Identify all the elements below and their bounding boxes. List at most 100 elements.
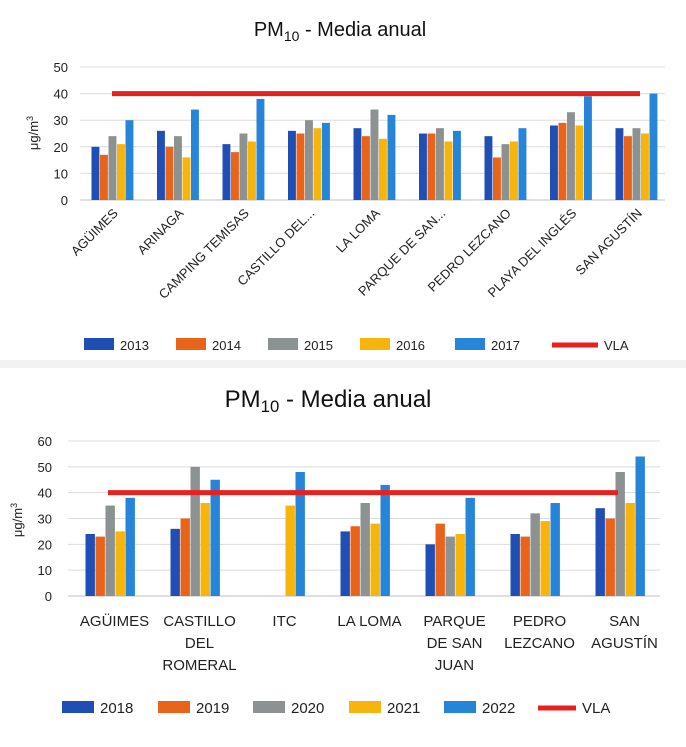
bar-2014-0 xyxy=(100,154,108,200)
bar-2020-5 xyxy=(530,513,540,596)
bar-2014-7 xyxy=(558,122,567,200)
bar-2018-0 xyxy=(85,534,95,596)
category-label-line: SAN xyxy=(609,613,640,630)
category-label: AGÜIMES xyxy=(80,612,149,630)
y-tick-label: 20 xyxy=(54,140,68,155)
bar-2022-5 xyxy=(550,503,560,596)
bar-2016-5 xyxy=(444,141,453,200)
y-axis-label: μg/m3 xyxy=(25,116,41,150)
bar-2020-1 xyxy=(190,466,200,596)
bar-2014-1 xyxy=(165,146,174,200)
bar-2017-5 xyxy=(453,130,461,200)
bar-2013-7 xyxy=(550,125,558,200)
bar-2018-6 xyxy=(595,508,605,596)
bar-2019-5 xyxy=(520,536,530,596)
y-tick-label: 10 xyxy=(38,563,52,578)
bar-2019-1 xyxy=(180,518,190,596)
y-tick-label: 30 xyxy=(54,113,68,128)
bar-2019-3 xyxy=(350,526,360,596)
legend-swatch-2020 xyxy=(253,701,285,713)
bar-2016-0 xyxy=(117,144,125,200)
y-tick-label: 40 xyxy=(54,87,68,102)
bar-2015-6 xyxy=(501,144,510,200)
category-label-line: AGÜIMES xyxy=(80,612,149,630)
legend-label: VLA xyxy=(582,700,610,717)
bar-2019-0 xyxy=(95,536,105,596)
bar-2013-2 xyxy=(222,144,231,200)
bar-2020-6 xyxy=(615,472,625,596)
legend-swatch-2019 xyxy=(158,701,190,713)
category-label: LA LOMA xyxy=(337,613,401,630)
category-label: CASTILLO DEL ROMERAL xyxy=(162,613,236,674)
bar-2014-5 xyxy=(427,133,436,200)
bar-2022-3 xyxy=(380,484,390,596)
legend-swatch-2014 xyxy=(176,338,206,350)
bar-2017-0 xyxy=(125,120,134,200)
bar-2013-3 xyxy=(288,130,296,200)
bar-2022-4 xyxy=(465,497,475,596)
bar-2021-6 xyxy=(625,503,635,596)
bar-2015-3 xyxy=(305,120,313,200)
category-label-line: AGUSTÍN xyxy=(591,635,658,652)
chart-title-sub: 10 xyxy=(261,397,280,416)
bar-2016-3 xyxy=(313,128,322,200)
bar-2015-2 xyxy=(239,133,248,200)
bar-2021-3 xyxy=(370,523,380,596)
chart-title-sub: 10 xyxy=(284,28,300,44)
bar-2018-4 xyxy=(425,544,435,596)
legend-swatch-2021 xyxy=(349,701,381,713)
y-tick-label: 50 xyxy=(38,460,52,475)
legend-swatch-2022 xyxy=(444,701,476,713)
bar-2014-8 xyxy=(624,136,632,200)
chart-title-main: PM xyxy=(254,19,284,41)
bar-2018-5 xyxy=(510,534,520,596)
legend-label: 2021 xyxy=(387,700,420,717)
y-axis-label-sup: 3 xyxy=(25,116,35,121)
y-tick-label: 30 xyxy=(38,512,52,527)
category-label: PEDRO LEZCANO xyxy=(504,613,575,652)
category-label-line: PEDRO xyxy=(513,613,566,630)
bar-2018-1 xyxy=(170,528,180,596)
legend-swatch-2016 xyxy=(360,338,390,350)
category-label: PARQUE DE SAN JUAN xyxy=(423,613,485,674)
y-axis-label-main: μg/m xyxy=(10,508,25,537)
bar-2013-6 xyxy=(484,136,493,200)
legend-label: 2019 xyxy=(196,700,229,717)
bar-2014-3 xyxy=(296,133,305,200)
bar-2021-2 xyxy=(285,505,295,596)
bar-2021-5 xyxy=(540,521,550,596)
y-tick-label: 0 xyxy=(61,193,68,208)
category-label-line: LEZCANO xyxy=(504,635,575,652)
bar-2015-7 xyxy=(567,112,575,200)
legend-label: 2022 xyxy=(482,700,515,717)
bar-2022-1 xyxy=(210,479,220,596)
legend-label: 2013 xyxy=(120,338,149,353)
bar-2016-1 xyxy=(182,157,191,200)
legend-swatch-2015 xyxy=(268,338,298,350)
bar-2016-6 xyxy=(510,141,518,200)
category-label: ITC xyxy=(272,613,296,630)
bar-2016-7 xyxy=(575,125,584,200)
bar-2015-4 xyxy=(370,109,379,200)
legend-label: VLA xyxy=(604,338,629,353)
bar-2022-2 xyxy=(295,472,305,596)
bar-2020-4 xyxy=(445,536,455,596)
bar-2015-1 xyxy=(174,136,182,200)
legend-swatch-2018 xyxy=(62,701,94,713)
y-tick-label: 50 xyxy=(54,60,68,75)
bar-2015-5 xyxy=(436,128,444,200)
bar-2013-8 xyxy=(615,128,624,200)
y-tick-label: 10 xyxy=(54,166,68,181)
legend-swatch-2017 xyxy=(455,338,485,350)
category-label-line: ROMERAL xyxy=(162,657,236,674)
legend-label: 2020 xyxy=(291,700,324,717)
bar-2013-0 xyxy=(91,146,100,200)
bar-2016-2 xyxy=(248,141,256,200)
bar-2016-4 xyxy=(379,138,387,200)
y-tick-label: 60 xyxy=(38,434,52,449)
chart-title-rest: - Media anual xyxy=(299,19,426,41)
bar-2021-0 xyxy=(115,531,125,596)
category-label-line: DEL xyxy=(185,635,214,652)
bar-2022-6 xyxy=(635,456,645,596)
